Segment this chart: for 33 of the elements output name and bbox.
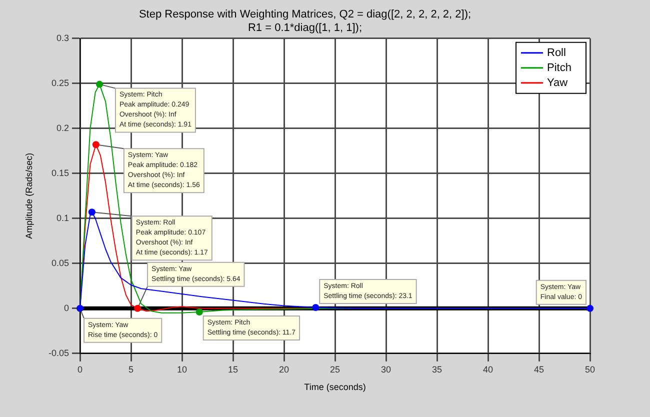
chart-title: Step Response with Weighting Matrices, Q2 = diag([2, 2, 2, 2, 2, 2]); R1 = 0.1*diag([1, 1, 1]); — [138, 8, 472, 34]
y-tick-label: 0.05 — [51, 258, 69, 268]
x-tick-label: 0 — [77, 364, 83, 374]
point — [76, 304, 84, 312]
x-axis-title: Time (seconds) — [304, 382, 366, 392]
y-tick-label: 0.3 — [56, 32, 69, 43]
legend-label: Yaw — [547, 76, 568, 89]
legend-label: Roll — [547, 46, 566, 59]
y-tick-label: 0.2 — [56, 122, 69, 133]
point — [586, 304, 594, 312]
x-tick-label: 10 — [176, 364, 188, 374]
x-tick-label: 15 — [228, 364, 238, 374]
x-tick-label: 35 — [432, 364, 442, 374]
y-tick-label: 0 — [64, 302, 69, 313]
x-tick-label: 40 — [482, 364, 494, 374]
point — [312, 304, 320, 311]
point — [96, 80, 103, 88]
point — [88, 208, 96, 216]
y-tick-label: -0.05 — [48, 348, 69, 358]
y-axis-title: Amplitude (Rads/sec) — [24, 152, 34, 239]
y-tick-label: 0.25 — [51, 78, 69, 88]
point — [134, 304, 142, 312]
x-tick-label: 45 — [534, 364, 544, 374]
y-tick-label: 0.15 — [51, 168, 69, 178]
point — [196, 308, 203, 316]
point — [92, 141, 100, 148]
legend-label: Pitch — [547, 62, 572, 74]
x-tick-label: 30 — [380, 364, 392, 374]
x-tick-label: 5 — [128, 364, 134, 374]
y-tick-label: 0.1 — [56, 212, 69, 223]
x-tick-label: 25 — [330, 364, 340, 374]
x-tick-label: 20 — [278, 364, 290, 374]
x-tick-label: 50 — [584, 364, 596, 374]
